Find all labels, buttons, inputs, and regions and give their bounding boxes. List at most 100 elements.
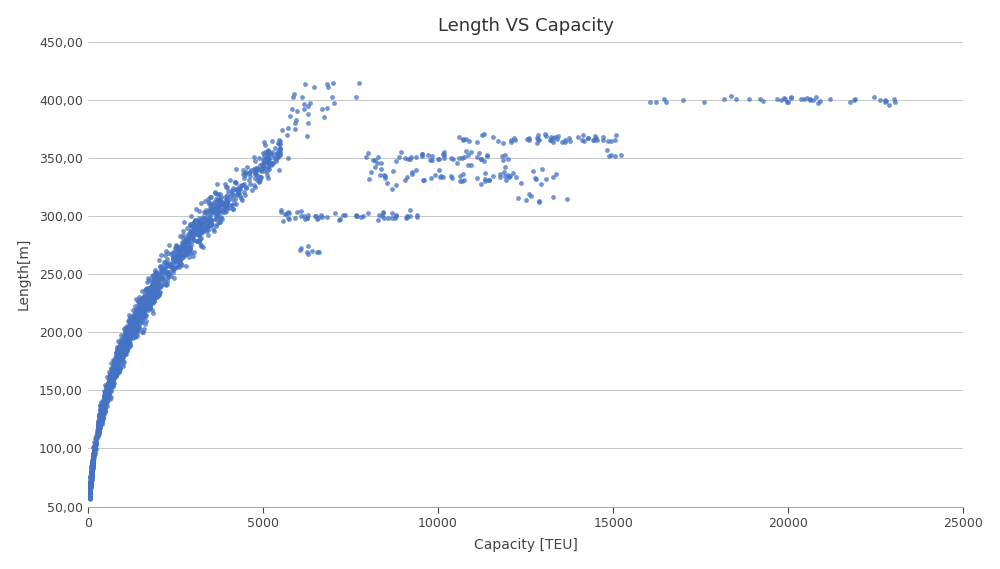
Point <box>137 313 153 322</box>
Point <box>263 149 279 158</box>
Point <box>128 315 144 324</box>
Point <box>82 483 98 492</box>
Point <box>99 391 115 401</box>
Point <box>125 319 141 328</box>
Point <box>136 310 152 319</box>
Point <box>224 195 240 204</box>
Point <box>148 269 164 278</box>
Point <box>83 480 99 489</box>
Point <box>112 347 128 356</box>
Point <box>106 356 122 365</box>
Point <box>116 340 132 349</box>
Point <box>256 138 272 147</box>
Point <box>110 359 126 368</box>
Point <box>113 349 129 358</box>
Point <box>206 226 222 236</box>
Point <box>534 164 550 174</box>
Point <box>716 95 732 104</box>
Point <box>106 368 122 377</box>
Point <box>170 245 186 254</box>
Point <box>93 406 109 415</box>
Point <box>151 289 167 298</box>
Point <box>313 211 329 220</box>
Point <box>145 283 161 292</box>
Point <box>114 348 130 357</box>
Point <box>92 418 108 427</box>
Point <box>183 249 199 258</box>
Point <box>203 205 219 214</box>
Point <box>96 400 112 409</box>
Point <box>181 245 197 254</box>
Point <box>85 464 101 473</box>
Point <box>102 382 118 391</box>
Point <box>102 382 118 391</box>
Point <box>193 241 209 250</box>
Point <box>83 479 99 488</box>
Point <box>165 248 181 257</box>
Point <box>88 445 104 454</box>
Point <box>108 366 124 375</box>
Point <box>82 484 98 493</box>
Point <box>94 403 110 413</box>
Point <box>296 105 312 114</box>
Point <box>190 221 206 230</box>
Point <box>135 294 151 303</box>
Point <box>84 459 100 468</box>
Point <box>146 274 162 283</box>
Point <box>91 411 107 420</box>
Point <box>86 450 102 459</box>
Point <box>256 159 272 168</box>
Point <box>103 376 119 385</box>
Point <box>117 329 133 338</box>
Point <box>214 200 230 209</box>
Point <box>103 370 119 379</box>
Point <box>319 212 335 221</box>
Point <box>881 100 897 109</box>
Point <box>272 143 288 152</box>
Point <box>95 402 111 411</box>
Point <box>349 212 365 221</box>
Point <box>107 366 123 376</box>
Point <box>136 306 152 315</box>
Point <box>218 200 234 209</box>
Point <box>111 352 127 361</box>
Point <box>507 135 523 144</box>
Point <box>108 371 124 380</box>
Point <box>109 369 125 378</box>
Point <box>141 287 157 296</box>
Point <box>473 154 489 163</box>
Point <box>95 399 111 409</box>
Point <box>143 292 159 302</box>
Point <box>95 406 111 415</box>
Point <box>219 191 235 200</box>
Point <box>190 230 206 240</box>
Point <box>94 413 110 422</box>
Point <box>530 134 546 143</box>
Point <box>94 409 110 418</box>
Point <box>191 217 207 226</box>
Point <box>168 252 184 261</box>
Point <box>190 224 206 233</box>
Point <box>101 377 117 386</box>
Point <box>144 292 160 301</box>
Point <box>206 200 222 209</box>
Point <box>252 175 268 184</box>
Point <box>121 328 137 337</box>
Point <box>84 457 100 466</box>
Point <box>133 300 149 310</box>
Point <box>212 200 228 209</box>
Point <box>165 254 181 263</box>
Point <box>167 255 183 265</box>
Point <box>165 265 181 274</box>
Point <box>149 273 165 282</box>
Point <box>156 257 172 266</box>
Point <box>157 258 173 267</box>
Point <box>107 360 123 369</box>
Point <box>82 485 98 494</box>
Point <box>82 486 98 495</box>
Point <box>89 429 105 438</box>
Point <box>217 192 233 201</box>
Point <box>82 483 98 492</box>
Point <box>113 343 129 352</box>
Point <box>461 136 477 145</box>
